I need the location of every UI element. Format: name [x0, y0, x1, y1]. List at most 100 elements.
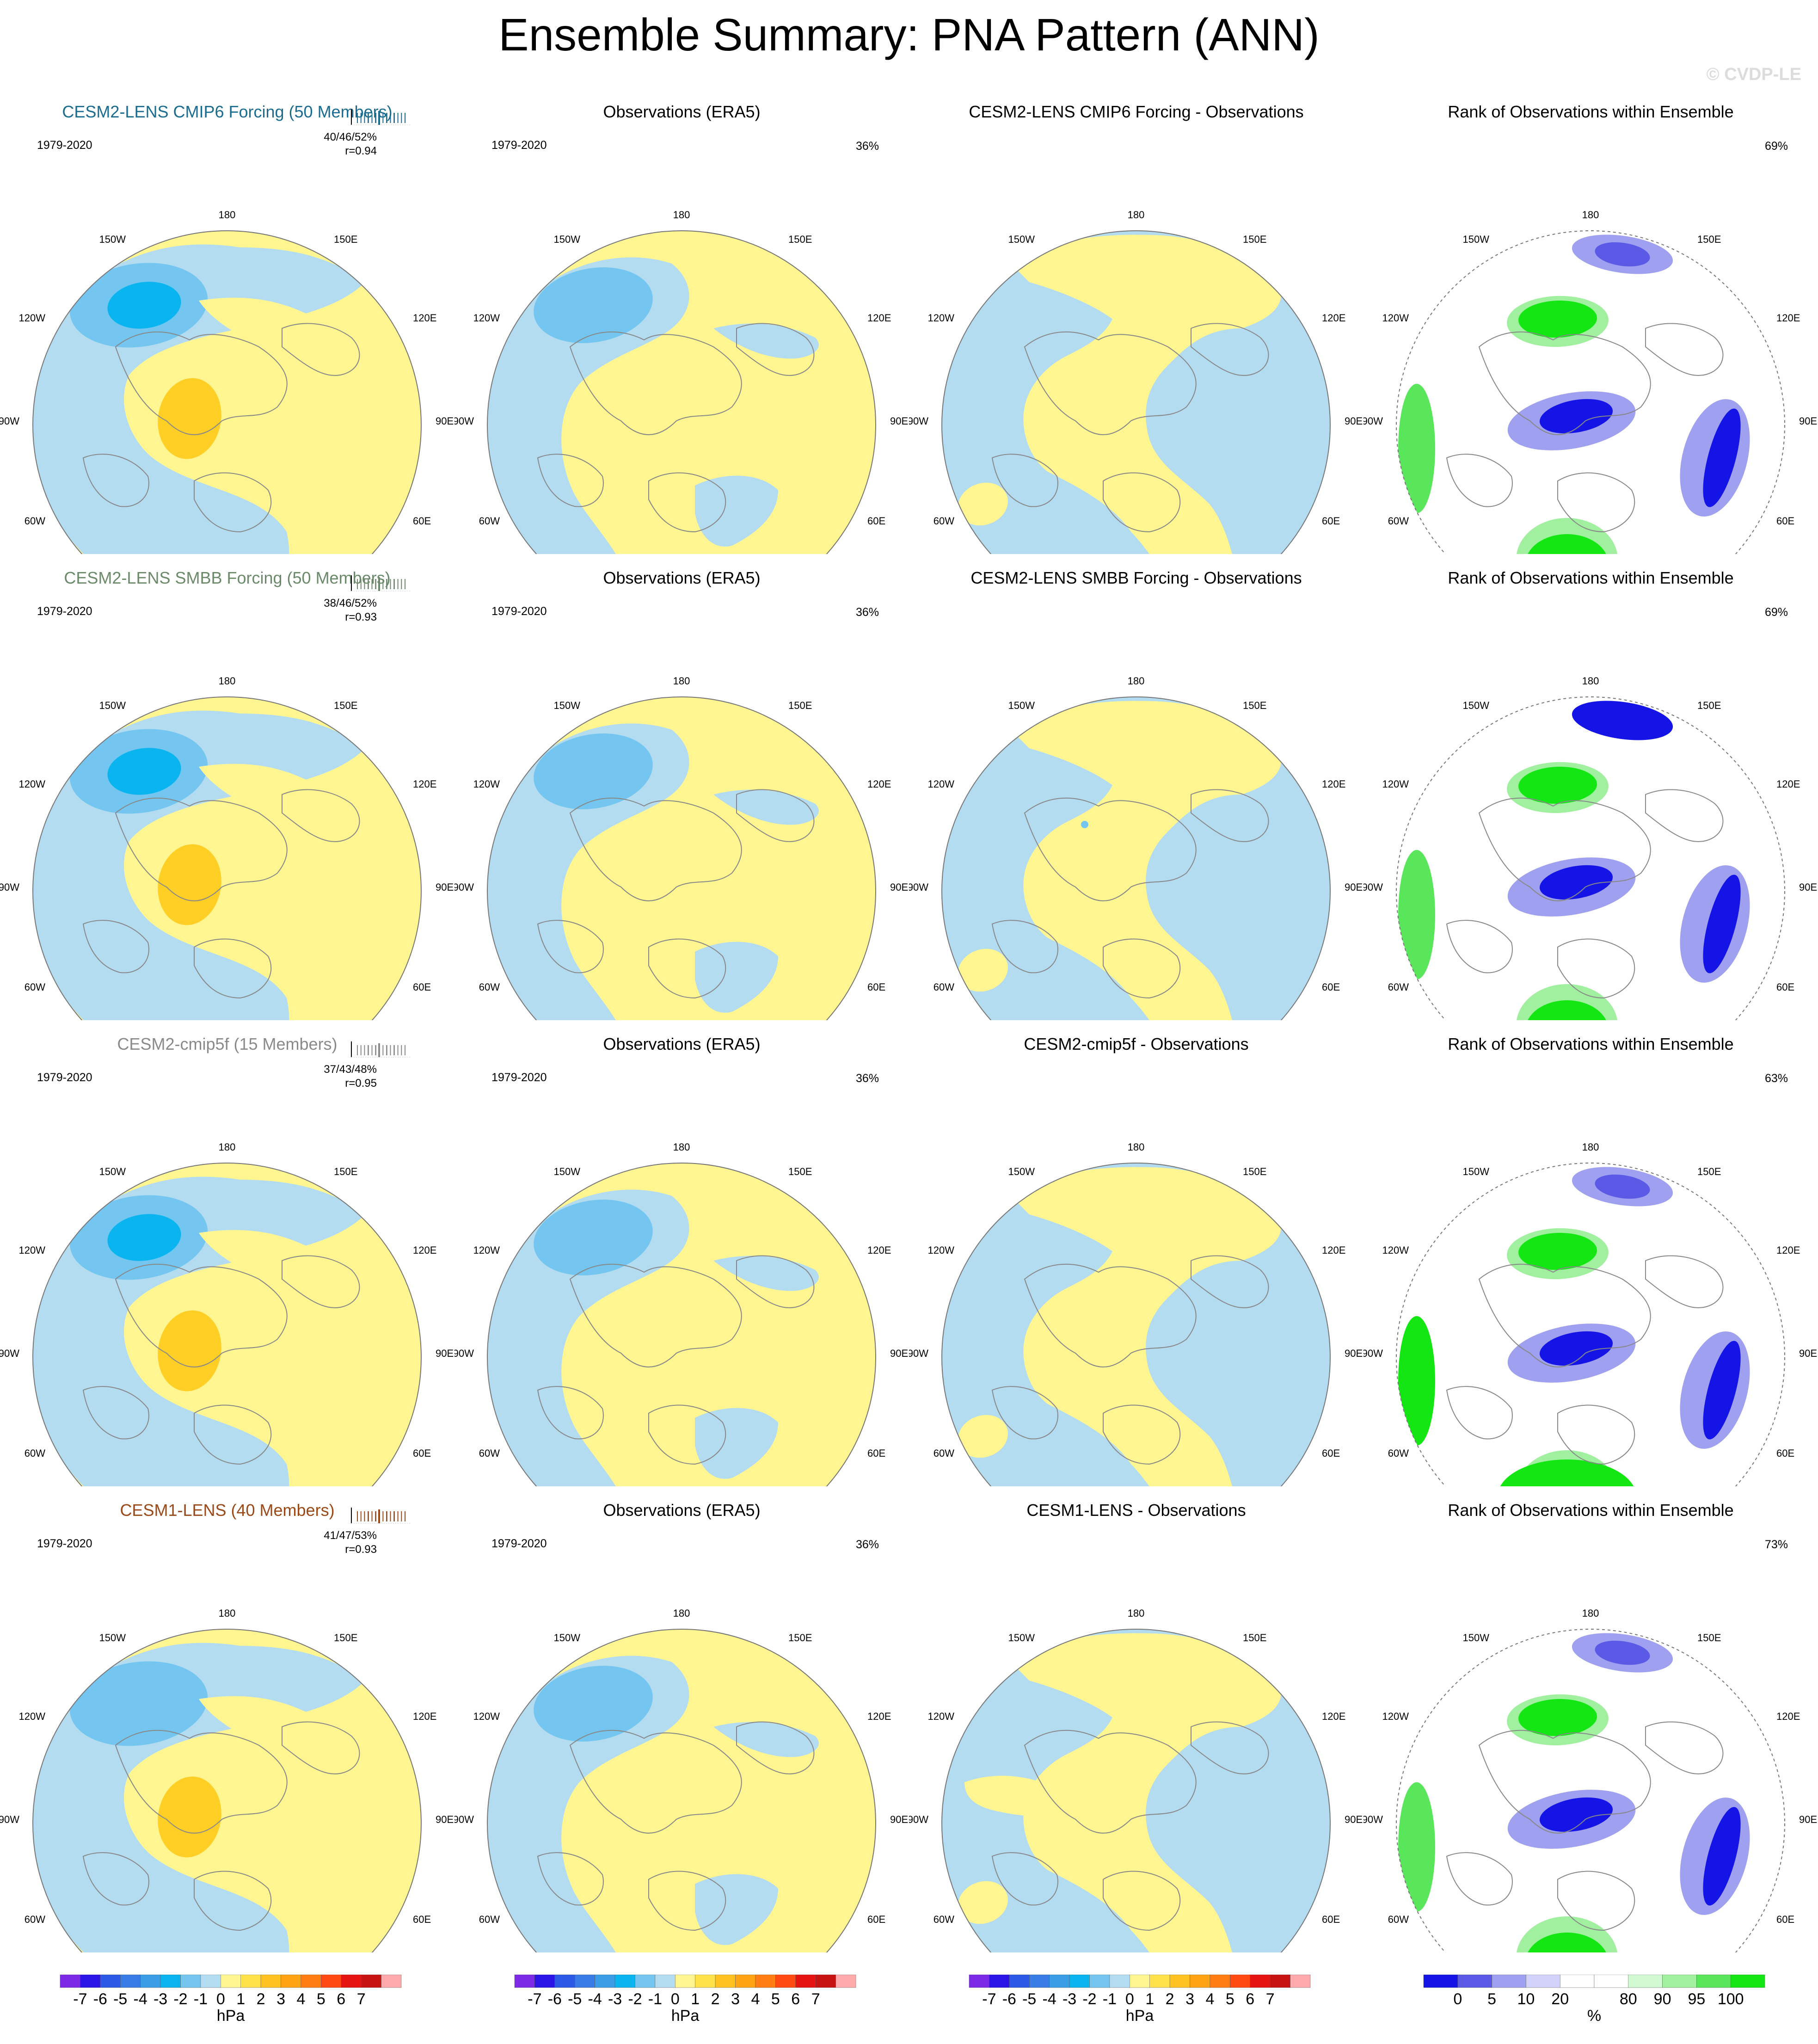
years-label: 1979-2020	[37, 605, 92, 618]
colorbar-tick-label: 4	[751, 1990, 760, 2008]
colorbar-tick-label: 2	[711, 1990, 720, 2008]
lon-label-e120: 120E	[867, 1244, 891, 1256]
lon-label-e90: 90E	[1345, 881, 1363, 893]
lon-label-w90: 90W	[454, 1348, 474, 1359]
negative-anomaly-region	[487, 1656, 689, 1952]
colorbar-tick-label: -4	[1043, 1990, 1056, 2008]
colorbar-tick-label: -3	[154, 1990, 167, 2008]
coastline	[648, 938, 726, 999]
coastline	[569, 331, 742, 435]
model-panel-title: CESM1-LENS (40 Members)	[120, 1501, 335, 1520]
colorbar-swatch	[715, 1975, 736, 1988]
hpa-colorbar: -7 -6 -5 -4 -3 -2 -1 0 1 2 3 4 5 6 7 hPa	[60, 1975, 402, 2025]
years-label: 1979-2020	[491, 139, 547, 152]
colorbar-swatch	[1290, 1975, 1311, 1988]
coastline	[991, 1852, 1058, 1906]
lon-label-w90: 90W	[454, 881, 474, 893]
colorbar-tick-label: 6	[791, 1990, 800, 2008]
rank-high-south-outer	[1516, 518, 1618, 554]
colorbar-swatch	[1049, 1975, 1070, 1988]
lon-label-e90: 90E	[1345, 415, 1363, 427]
coastline	[82, 454, 149, 507]
arctic-ridge	[199, 763, 339, 823]
member-strip-plot	[350, 1037, 412, 1061]
lon-label-e120: 120E	[867, 312, 891, 324]
panel-model-row2: CESM2-LENS SMBB Forcing (50 Members) 1979…	[0, 554, 454, 1020]
siberian-negative-region	[713, 1722, 819, 1757]
member-strip-plot	[350, 1503, 412, 1527]
lon-label-e60: 60E	[1322, 515, 1340, 527]
coastline	[648, 1404, 726, 1465]
colorbar-swatch	[989, 1975, 1010, 1988]
lon-label-e60: 60E	[413, 1447, 431, 1459]
colorbar-swatch	[260, 1975, 281, 1988]
lon-label-n180: 180	[1582, 1607, 1599, 1619]
lon-label-w60: 60W	[1388, 1447, 1409, 1459]
panel-model-row3: CESM2-cmip5f (15 Members) 1979-2020 37/43/…	[0, 1020, 454, 1486]
lon-label-w60: 60W	[934, 981, 954, 993]
colorbar-tick-label: -6	[548, 1990, 562, 2008]
atlantic-negative-region	[695, 1874, 778, 1945]
colorbar-swatch	[675, 1975, 695, 1988]
explained-variance-label: 73%	[1765, 1538, 1788, 1551]
colorbar-swatch	[514, 1975, 535, 1988]
lon-label-w120: 120W	[19, 1711, 46, 1722]
lon-label-e150: 150E	[334, 700, 357, 711]
rank-polar-map: 1800150W150E120W120E90W90E60W60E30W30E	[1364, 675, 1817, 1020]
colorbar-swatch	[1109, 1975, 1130, 1988]
colorbar-swatch	[795, 1975, 816, 1988]
coastline	[1478, 797, 1651, 901]
lon-label-w120: 120W	[928, 778, 955, 790]
colorbar-swatch	[281, 1975, 301, 1988]
colorbar-swatch	[695, 1975, 716, 1988]
coastline	[194, 472, 272, 533]
rank-low-north	[1572, 701, 1673, 740]
lon-label-w60: 60W	[25, 1914, 45, 1925]
lon-label-w60: 60W	[479, 515, 500, 527]
coastline	[1557, 938, 1635, 999]
lon-label-e150: 150E	[334, 1166, 357, 1177]
coastline	[1191, 789, 1269, 842]
lon-label-w90: 90W	[0, 1814, 19, 1825]
colorbar-swatch	[1190, 1975, 1210, 1988]
colorbar-tick-label: 4	[296, 1990, 305, 2008]
rank-low-east	[1703, 408, 1741, 507]
lon-label-n180: 180	[673, 675, 690, 687]
colorbar-tick-label: -2	[628, 1990, 642, 2008]
colorbar-swatch	[969, 1975, 989, 1988]
pc-stats: 37/43/48% r=0.95	[320, 1063, 377, 1090]
lon-label-w60: 60W	[1388, 981, 1409, 993]
lon-label-w120: 120W	[928, 1244, 955, 1256]
colorbar-tick-label: 0	[1125, 1990, 1134, 2008]
canada-high-core	[158, 1310, 221, 1391]
map-boundary	[1396, 696, 1785, 1020]
colorbar-tick-label: 1	[236, 1990, 245, 2008]
pc-stats: 40/46/52% r=0.94	[320, 130, 377, 158]
colorbar-swatch	[574, 1975, 595, 1988]
colorbar-tick-label: 1	[691, 1990, 700, 2008]
panel-obs-row4: Observations (ERA5)1979-202036%1800150W1…	[454, 1486, 909, 1952]
coastline	[537, 1852, 604, 1906]
lon-label-w120: 120W	[1382, 312, 1409, 324]
positive-difference-region	[1011, 1633, 1282, 1952]
colorbar-swatch	[1696, 1975, 1731, 1988]
coastline	[115, 797, 288, 901]
diff-panel-title: CESM2-LENS CMIP6 Forcing - Observations	[969, 102, 1304, 121]
colorbar-swatch	[1730, 1975, 1765, 1988]
lon-label-e120: 120E	[867, 1711, 891, 1722]
colorbar-swatch	[775, 1975, 796, 1988]
aleutian-low-core	[534, 733, 653, 809]
colorbar-tick-label: 3	[276, 1990, 285, 2008]
diff-panel-title: CESM2-cmip5f - Observations	[1024, 1034, 1249, 1053]
lon-label-e60: 60E	[867, 981, 885, 993]
rank-polar-map: 1800150W150E120W120E90W90E60W60E30W30E	[1364, 1141, 1817, 1486]
colorbar-swatch	[1230, 1975, 1251, 1988]
lon-label-w120: 120W	[473, 1711, 500, 1722]
coastline	[1557, 1871, 1635, 1931]
diff-panel-title: CESM1-LENS - Observations	[1026, 1501, 1246, 1520]
rank-high-pacific	[1518, 1699, 1597, 1736]
colorbar-tick-label: 7	[357, 1990, 366, 2008]
colorbar-tick-label: 0	[671, 1990, 680, 2008]
colorbar-tick-label: 5	[771, 1990, 780, 2008]
explained-variance-label: 36%	[856, 606, 879, 619]
